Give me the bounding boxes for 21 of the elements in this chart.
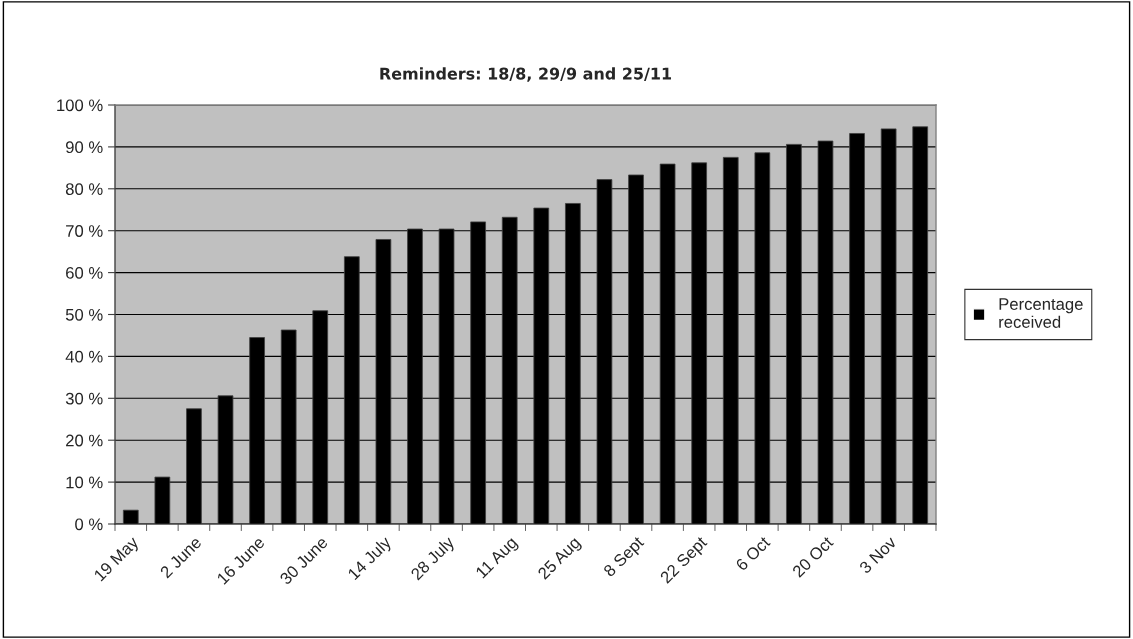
y-tick-label: 60 % [66,267,103,279]
y-tick-label: 30 % [65,392,103,405]
x-tick-label: 28 July [409,535,458,583]
y-tick-label: 90 % [65,141,103,154]
x-tick-label: 19 May [93,535,142,584]
y-tick-label: 50 % [65,308,103,321]
y-tick-label: 70 % [66,225,103,237]
y-tick-label: 80 % [65,183,103,195]
x-tick-label: 3 Nov [858,535,898,575]
y-tick-label: 20 % [66,434,103,447]
x-tick-label: 25 Aug [537,536,584,583]
chart-title: Reminders: 18/8, 29/9 and 25/11 [380,67,671,82]
legend-label: Percentage received [999,298,1083,328]
x-tick-label: 6 Oct [735,535,771,572]
y-tick-label: 40 % [65,350,103,363]
x-tick-label: 20 Oct [791,535,835,578]
y-tick-label: 0 % [75,518,103,531]
y-tick-label: 10 % [66,476,103,489]
x-tick-label: 14 July [346,535,395,583]
y-tick-label: 100 % [57,99,103,112]
x-tick-label: 11 Aug [475,536,520,582]
